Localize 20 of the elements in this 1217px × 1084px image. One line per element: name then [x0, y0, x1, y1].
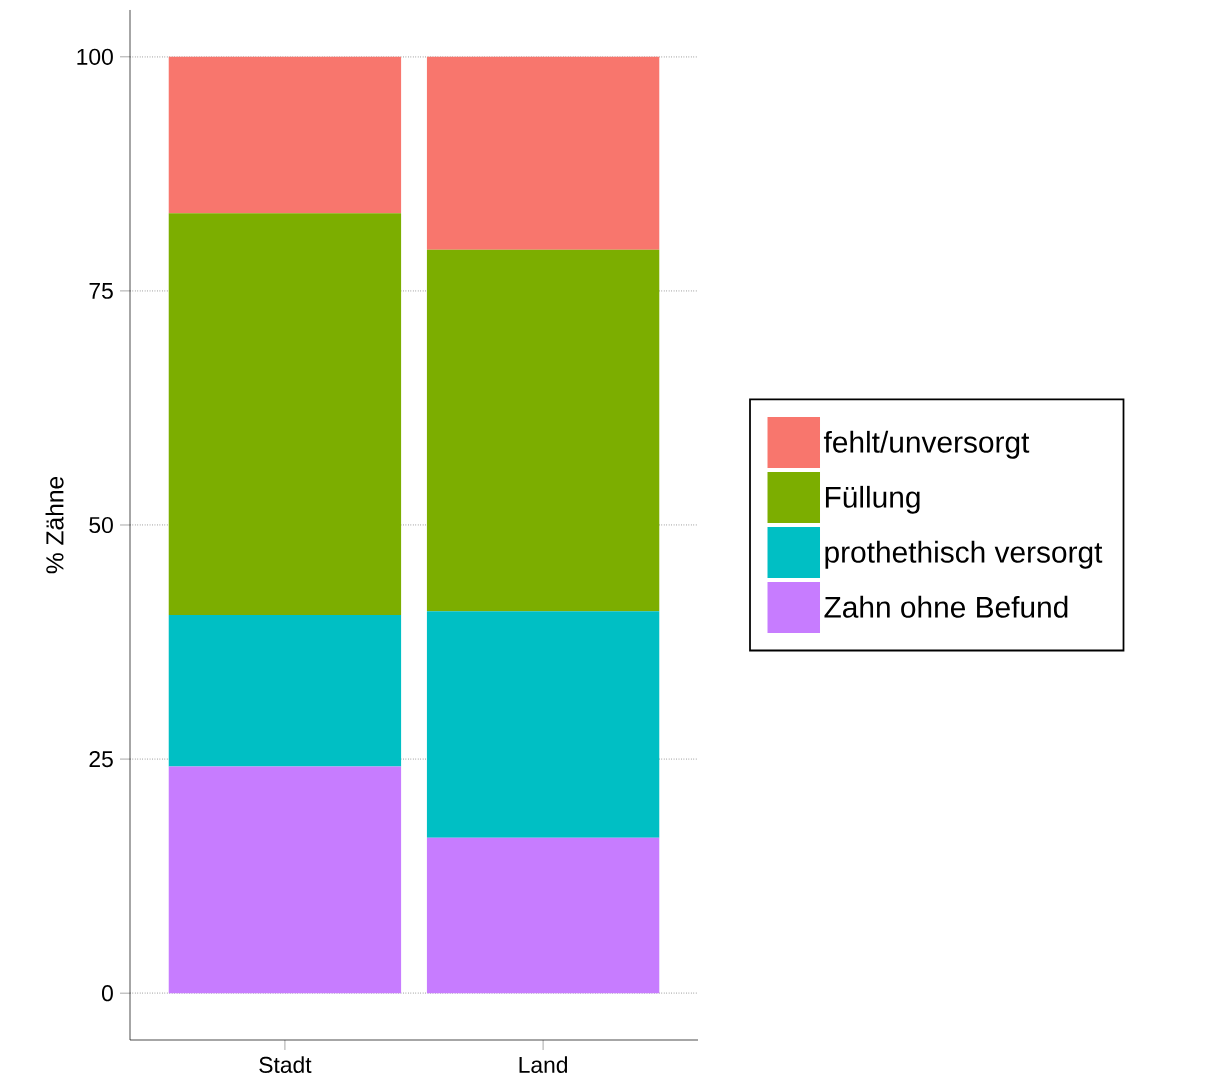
bar: [426, 249, 660, 612]
bar: [168, 56, 402, 214]
bar: [426, 56, 660, 250]
bar: [168, 766, 402, 994]
legend-label: Zahn ohne Befund: [824, 595, 1068, 618]
bar: [426, 837, 660, 994]
x-tick-label: Land: [519, 1056, 568, 1073]
bar: [168, 213, 402, 615]
y-tick-label: 75: [89, 282, 113, 299]
y-tick-label: 100: [77, 48, 113, 65]
legend-label: Füllung: [825, 485, 920, 514]
bar: [168, 614, 402, 767]
bar: [426, 611, 660, 838]
legend-label: fehlt/unversorgt: [823, 430, 1030, 459]
y-axis-title: % Zähne: [45, 476, 64, 574]
y-tick-label: 0: [101, 985, 113, 1002]
y-tick-label: 25: [89, 750, 113, 768]
legend-label: prothethisch versorgt: [825, 540, 1103, 569]
y-tick-label: 50: [89, 516, 113, 534]
x-tick-label: Stadt: [259, 1056, 312, 1073]
